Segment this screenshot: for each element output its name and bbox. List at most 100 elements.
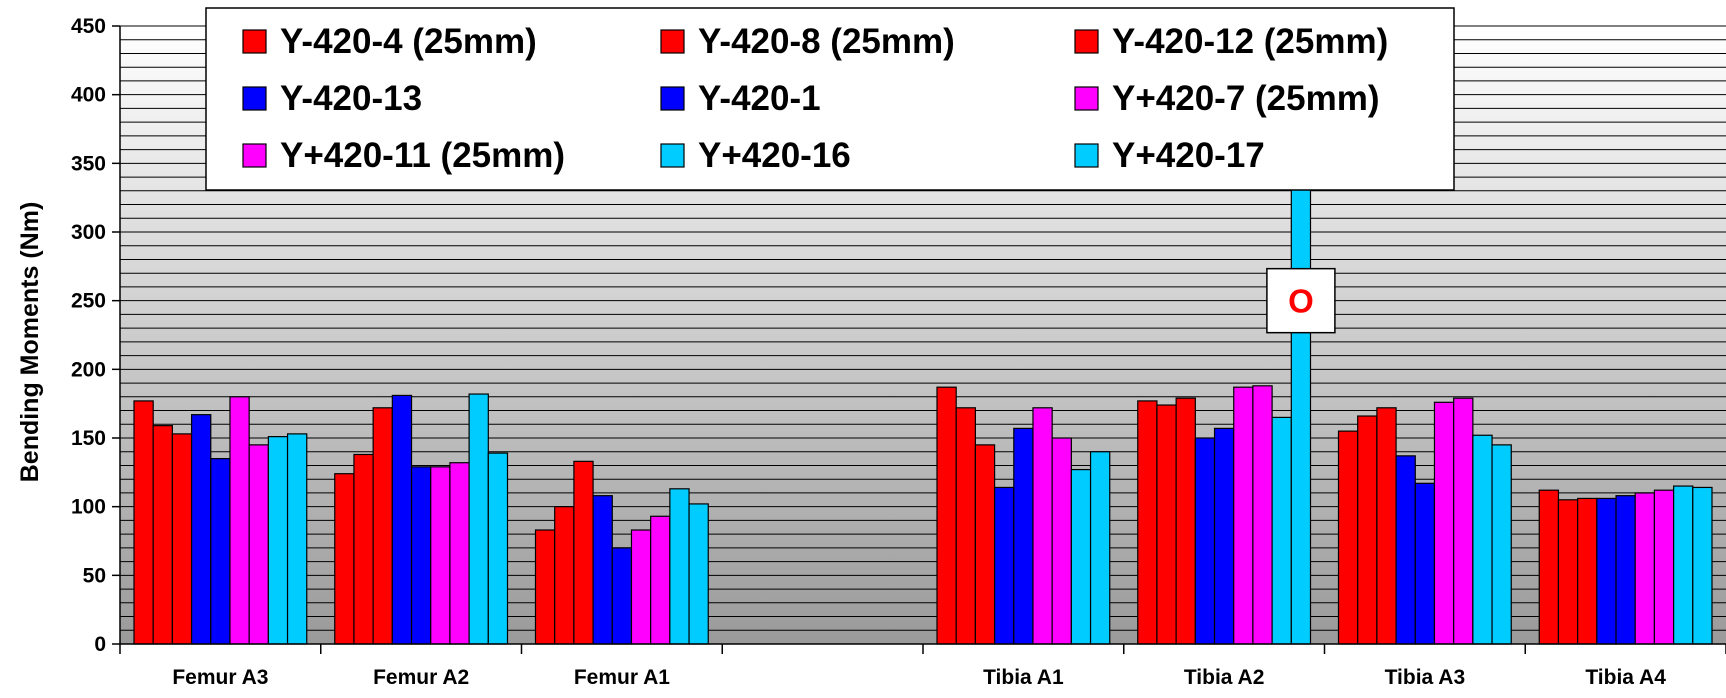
annotation-label: O: [1288, 283, 1314, 320]
x-tick-label-femur-a3: Femur A3: [172, 666, 268, 689]
bar-y-420-11-25mm-tibia-a4: [1653, 489, 1675, 645]
bar-y-420-17-femur-a2: [487, 452, 509, 645]
bar-y-420-8-25mm-femur-a3: [152, 425, 173, 645]
legend-swatch-y-420-12-25mm: [1074, 29, 1099, 54]
bar-y-420-4-25mm-femur-a3: [133, 400, 154, 645]
x-axis-ticks: Femur A3 Femur A2 Femur A1 Tibia A1 Tibia A2…: [119, 644, 1726, 689]
legend-label-y-420-7-25mm: Y+420-7 (25mm): [1112, 79, 1380, 118]
bar-y-420-8-25mm-tibia-a4: [1557, 499, 1579, 645]
bar-y-420-12-25mm-femur-a1: [573, 460, 594, 645]
bar-y-420-16-tibia-a4: [1673, 485, 1694, 645]
legend-swatch-y-420-1: [660, 86, 685, 111]
bar-y-420-17-femur-a1: [688, 503, 709, 645]
bar-y-420-16-femur-a3: [267, 436, 289, 645]
bar-y-420-7-25mm-tibia-a4: [1634, 492, 1656, 645]
bar-y-420-11-25mm-femur-a2: [449, 462, 470, 645]
legend-label-y-420-11-25mm: Y+420-11 (25mm): [280, 136, 565, 175]
bar-y-420-8-25mm-tibia-a2: [1156, 404, 1177, 645]
bar-y-420-7-25mm-femur-a1: [630, 529, 652, 645]
bar-y-420-12-25mm-tibia-a1: [974, 444, 996, 645]
bar-y-420-4-25mm-tibia-a2: [1137, 400, 1158, 645]
bar-y-420-13-femur-a2: [391, 394, 413, 645]
bar-y-420-16-femur-a1: [669, 488, 690, 645]
bar-y-420-1-femur-a2: [410, 466, 432, 645]
bar-y-420-8-25mm-femur-a1: [554, 506, 575, 645]
bar-y-420-13-tibia-a2: [1194, 437, 1216, 645]
bar-y-420-8-25mm-tibia-a3: [1357, 415, 1378, 645]
x-tick-label-tibia-a1: Tibia A1: [983, 666, 1064, 689]
bar-y-420-13-tibia-a3: [1395, 455, 1416, 645]
bar-y-420-11-25mm-tibia-a1: [1051, 437, 1072, 645]
legend: Y-420-4 (25mm) Y-420-8 (25mm) Y-420-12 (25…: [205, 7, 1455, 191]
bar-y-420-1-tibia-a3: [1414, 482, 1436, 645]
bar-y-420-16-femur-a2: [468, 393, 489, 645]
legend-swatch-y-420-7-25mm: [1074, 86, 1099, 111]
bar-y-420-4-25mm-tibia-a1: [936, 386, 957, 645]
y-tick-label: 0: [94, 633, 106, 656]
bar-y-420-12-25mm-femur-a3: [171, 433, 193, 645]
bar-y-420-7-25mm-tibia-a3: [1433, 401, 1455, 645]
bar-y-420-1-tibia-a4: [1615, 495, 1636, 645]
legend-swatch-y-420-13: [242, 86, 267, 111]
y-tick-label: 450: [71, 15, 106, 38]
bar-y-420-1-tibia-a1: [1013, 427, 1034, 645]
legend-label-y-420-12-25mm: Y-420-12 (25mm): [1112, 22, 1388, 61]
bar-y-420-16-tibia-a1: [1070, 468, 1092, 645]
bar-y-420-17-tibia-a3: [1491, 444, 1512, 645]
x-tick-label-tibia-a4: Tibia A4: [1585, 666, 1666, 689]
y-axis-title: Bending Moments (Nm): [16, 202, 44, 483]
bar-y-420-4-25mm-tibia-a4: [1538, 489, 1560, 645]
bar-y-420-4-25mm-femur-a2: [334, 473, 355, 645]
y-tick-label: 350: [71, 152, 106, 175]
y-tick-label: 50: [83, 564, 106, 587]
bar-y-420-12-25mm-tibia-a2: [1175, 397, 1196, 645]
bar-y-420-12-25mm-tibia-a3: [1376, 407, 1397, 645]
legend-label-y-420-8-25mm: Y-420-8 (25mm): [698, 22, 955, 61]
bar-y-420-4-25mm-tibia-a3: [1337, 430, 1359, 645]
y-tick-label: 200: [71, 358, 106, 381]
bar-y-420-7-25mm-femur-a2: [430, 466, 451, 645]
legend-box: [205, 7, 1455, 191]
bar-y-420-11-25mm-femur-a3: [248, 444, 269, 645]
y-tick-label: 250: [71, 290, 106, 313]
bar-y-420-17-tibia-a1: [1089, 451, 1111, 645]
bar-y-420-13-tibia-a4: [1596, 497, 1617, 645]
x-tick-label-femur-a2: Femur A2: [373, 666, 469, 689]
bar-y-420-17-tibia-a4: [1692, 486, 1713, 645]
bar-y-420-16-tibia-a2: [1271, 416, 1292, 645]
bar-y-420-1-femur-a3: [210, 458, 231, 645]
legend-swatch-y-420-8-25mm: [660, 29, 685, 54]
bar-y-420-11-25mm-tibia-a3: [1453, 397, 1474, 645]
bar-y-420-8-25mm-tibia-a1: [955, 407, 976, 645]
bar-y-420-7-25mm-femur-a3: [229, 396, 250, 645]
legend-swatch-y-420-4-25mm: [242, 29, 267, 54]
annotation-box: [1266, 267, 1336, 334]
y-tick-label: 300: [71, 221, 106, 244]
legend-label-y-420-17: Y+420-17: [1112, 136, 1265, 175]
bar-y-420-11-25mm-tibia-a2: [1252, 385, 1273, 645]
bar-y-420-11-25mm-femur-a1: [650, 515, 671, 645]
x-tick-label-tibia-a2: Tibia A2: [1184, 666, 1265, 689]
legend-swatch-y-420-17: [1074, 143, 1099, 168]
bar-y-420-13-femur-a1: [592, 495, 613, 645]
bar-y-420-12-25mm-tibia-a4: [1577, 497, 1598, 645]
y-tick-label: 100: [71, 496, 106, 519]
bar-y-420-7-25mm-tibia-a1: [1032, 407, 1053, 645]
bar-y-420-13-tibia-a1: [993, 486, 1015, 645]
bar-y-420-12-25mm-femur-a2: [372, 407, 393, 645]
x-tick-label-femur-a1: Femur A1: [574, 666, 670, 689]
bar-y-420-7-25mm-tibia-a2: [1233, 386, 1254, 645]
bar-y-420-1-femur-a1: [611, 547, 633, 645]
legend-label-y-420-16: Y+420-16: [698, 136, 851, 175]
legend-label-y-420-13: Y-420-13: [280, 79, 422, 118]
bar-y-420-8-25mm-femur-a2: [353, 453, 374, 645]
bar-y-420-17-femur-a3: [286, 433, 308, 645]
bar-y-420-1-tibia-a2: [1213, 427, 1235, 645]
legend-label-y-420-4-25mm: Y-420-4 (25mm): [280, 22, 537, 61]
bar-y-420-13-femur-a3: [190, 414, 212, 645]
legend-swatch-y-420-11-25mm: [242, 143, 267, 168]
y-tick-label: 400: [71, 84, 106, 107]
bar-y-420-16-tibia-a3: [1472, 434, 1493, 645]
